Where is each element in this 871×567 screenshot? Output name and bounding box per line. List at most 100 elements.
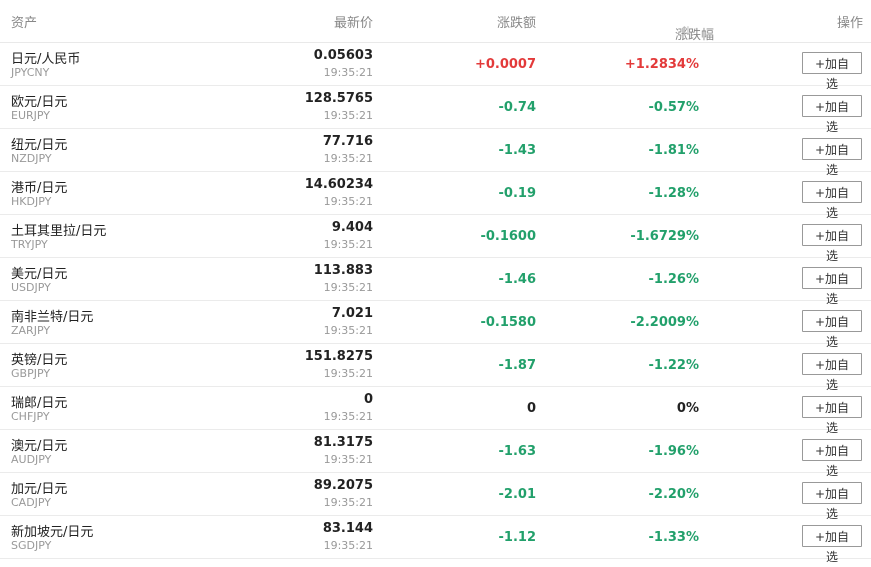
asset-code: AUDJPY xyxy=(11,453,52,466)
asset-name[interactable]: 瑞郎/日元 xyxy=(11,396,68,411)
table-row[interactable]: 瑞郎/日元 CHFJPY 0 19:35:21 0 0% +加自选 xyxy=(0,387,871,435)
change-percent: -1.96% xyxy=(648,444,700,459)
table-row[interactable]: 欧元/日元 EURJPY 128.5765 19:35:21 -0.74 -0.57% +加… xyxy=(0,86,871,134)
quote-time: 19:35:21 xyxy=(323,66,373,79)
latest-price: 77.716 xyxy=(322,134,373,149)
add-to-watchlist-button[interactable]: +加自选 xyxy=(802,353,862,392)
latest-price: 14.60234 xyxy=(304,177,373,192)
asset-code: ZARJPY xyxy=(11,324,51,337)
change-amount: -1.12 xyxy=(498,530,536,545)
change-percent: -1.81% xyxy=(648,143,700,158)
change-percent: 0% xyxy=(676,401,699,416)
change-amount: -1.63 xyxy=(498,444,536,459)
asset-code: NZDJPY xyxy=(11,152,52,165)
add-to-watchlist-button[interactable]: +加自选 xyxy=(802,310,862,349)
change-amount: -1.46 xyxy=(498,272,536,287)
latest-price: 81.3175 xyxy=(313,435,373,450)
change-amount: -0.1600 xyxy=(480,229,536,244)
asset-name[interactable]: 纽元/日元 xyxy=(11,138,68,153)
quote-time: 19:35:21 xyxy=(323,152,373,165)
asset-name[interactable]: 加元/日元 xyxy=(11,482,68,497)
quote-time: 19:35:21 xyxy=(323,367,373,380)
table-row[interactable]: 加元/日元 CADJPY 89.2075 19:35:21 -2.01 -2.20% +加自… xyxy=(0,473,871,521)
header-price[interactable]: 最新价 xyxy=(333,16,373,31)
change-percent: +1.2834% xyxy=(624,57,699,72)
quote-time: 19:35:21 xyxy=(323,281,373,294)
table-row[interactable]: 纽元/日元 NZDJPY 77.716 19:35:21 -1.43 -1.81% +加自选 xyxy=(0,129,871,177)
asset-code: HKDJPY xyxy=(11,195,52,208)
table-row[interactable]: 美元/日元 USDJPY 113.883 19:35:21 -1.46 -1.26% +加自… xyxy=(0,258,871,306)
table-row[interactable]: 南非兰特/日元 ZARJPY 7.021 19:35:21 -0.1580 -2.2009… xyxy=(0,301,871,349)
header-asset: 资产 xyxy=(11,16,38,31)
table-header: 资产 最新价 涨跌额 涨跌幅 ⇅ 操作 xyxy=(0,0,871,43)
asset-name[interactable]: 澳元/日元 xyxy=(11,439,68,454)
asset-name[interactable]: 土耳其里拉/日元 xyxy=(11,224,107,239)
latest-price: 89.2075 xyxy=(313,478,373,493)
quote-time: 19:35:21 xyxy=(323,539,373,552)
change-percent: -1.28% xyxy=(648,186,700,201)
change-amount: 0 xyxy=(526,401,536,416)
quote-time: 19:35:21 xyxy=(323,238,373,251)
add-to-watchlist-button[interactable]: +加自选 xyxy=(802,439,862,478)
change-amount: -0.74 xyxy=(498,100,536,115)
change-amount: -0.19 xyxy=(498,186,536,201)
table-row[interactable]: 新加坡元/日元 SGDJPY 83.144 19:35:21 -1.12 -1.33% +加… xyxy=(0,516,871,564)
quote-time: 19:35:21 xyxy=(323,195,373,208)
header-change[interactable]: 涨跌额 xyxy=(496,16,536,31)
table-row[interactable]: 土耳其里拉/日元 TRYJPY 9.404 19:35:21 -0.1600 -1.672… xyxy=(0,215,871,263)
change-percent: -1.22% xyxy=(648,358,700,373)
asset-name[interactable]: 港币/日元 xyxy=(11,181,68,196)
quote-time: 19:35:21 xyxy=(323,453,373,466)
latest-price: 0.05603 xyxy=(313,48,373,63)
asset-code: JPYCNY xyxy=(11,66,50,79)
add-to-watchlist-button[interactable]: +加自选 xyxy=(802,482,862,521)
asset-name[interactable]: 南非兰特/日元 xyxy=(11,310,94,325)
table-body: 日元/人民币 JPYCNY 0.05603 19:35:21 +0.0007 +1.283… xyxy=(0,43,871,564)
asset-name[interactable]: 欧元/日元 xyxy=(11,95,68,110)
asset-name[interactable]: 美元/日元 xyxy=(11,267,68,282)
quote-time: 19:35:21 xyxy=(323,109,373,122)
change-amount: -2.01 xyxy=(498,487,536,502)
add-to-watchlist-button[interactable]: +加自选 xyxy=(802,525,862,564)
latest-price: 0 xyxy=(363,392,373,407)
sort-icon[interactable]: ⇅ xyxy=(681,24,691,38)
quote-time: 19:35:21 xyxy=(323,410,373,423)
asset-name[interactable]: 英镑/日元 xyxy=(11,353,68,368)
latest-price: 128.5765 xyxy=(304,91,373,106)
change-percent: -1.26% xyxy=(648,272,700,287)
latest-price: 151.8275 xyxy=(304,349,373,364)
change-amount: -1.87 xyxy=(498,358,536,373)
add-to-watchlist-button[interactable]: +加自选 xyxy=(802,52,862,91)
asset-code: EURJPY xyxy=(11,109,50,122)
quote-time: 19:35:21 xyxy=(323,496,373,509)
asset-name[interactable]: 新加坡元/日元 xyxy=(11,525,94,540)
asset-code: CADJPY xyxy=(11,496,52,509)
latest-price: 83.144 xyxy=(322,521,373,536)
asset-code: GBPJPY xyxy=(11,367,51,380)
asset-code: SGDJPY xyxy=(11,539,52,552)
table-row[interactable]: 港币/日元 HKDJPY 14.60234 19:35:21 -0.19 -1.28% +加… xyxy=(0,172,871,220)
change-amount: -0.1580 xyxy=(480,315,536,330)
latest-price: 9.404 xyxy=(331,220,373,235)
change-amount: +0.0007 xyxy=(474,57,536,72)
change-percent: -2.20% xyxy=(648,487,700,502)
add-to-watchlist-button[interactable]: +加自选 xyxy=(802,267,862,306)
change-percent: -0.57% xyxy=(648,100,700,115)
add-to-watchlist-button[interactable]: +加自选 xyxy=(802,396,862,435)
add-to-watchlist-button[interactable]: +加自选 xyxy=(802,224,862,263)
asset-code: USDJPY xyxy=(11,281,51,294)
table-row[interactable]: 英镑/日元 GBPJPY 151.8275 19:35:21 -1.87 -1.22% +加… xyxy=(0,344,871,392)
table-row[interactable]: 日元/人民币 JPYCNY 0.05603 19:35:21 +0.0007 +1.283… xyxy=(0,43,871,91)
change-percent: -2.2009% xyxy=(630,315,699,330)
header-operation: 操作 xyxy=(836,16,863,31)
latest-price: 7.021 xyxy=(331,306,373,321)
add-to-watchlist-button[interactable]: +加自选 xyxy=(802,138,862,177)
change-amount: -1.43 xyxy=(498,143,536,158)
asset-code: CHFJPY xyxy=(11,410,50,423)
add-to-watchlist-button[interactable]: +加自选 xyxy=(802,95,862,134)
table-row[interactable]: 澳元/日元 AUDJPY 81.3175 19:35:21 -1.63 -1.96% +加自… xyxy=(0,430,871,478)
header-change-percent-label: 涨跌幅 xyxy=(675,28,715,43)
add-to-watchlist-button[interactable]: +加自选 xyxy=(802,181,862,220)
asset-name[interactable]: 日元/人民币 xyxy=(11,52,81,67)
